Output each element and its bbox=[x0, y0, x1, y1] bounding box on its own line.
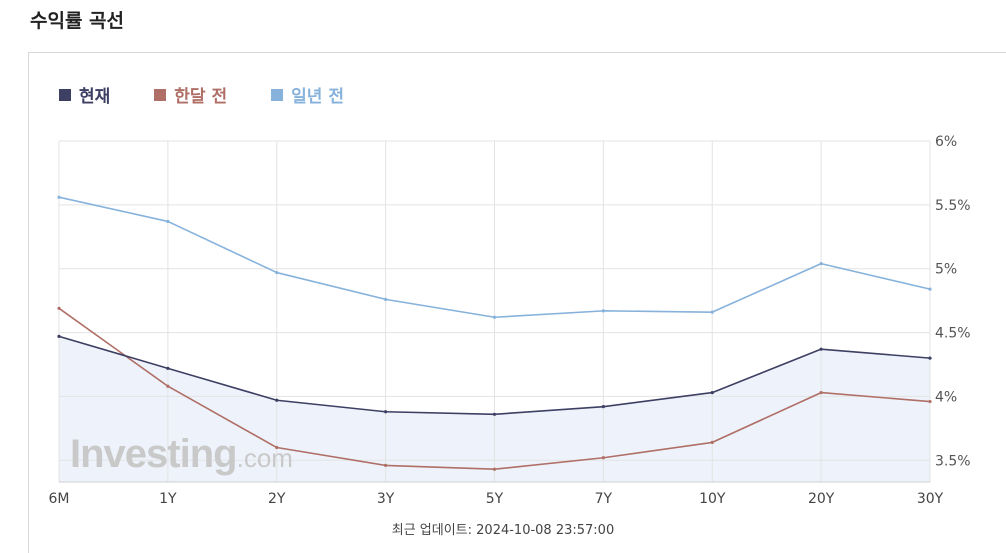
x-tick-label: 1Y bbox=[159, 491, 177, 507]
legend-label-month-ago: 한달 전 bbox=[174, 87, 228, 107]
data-point-year-ago bbox=[384, 297, 388, 301]
data-point-year-ago bbox=[275, 270, 279, 275]
data-point-month-ago bbox=[819, 390, 823, 395]
last-updated-text: 최근 업데이트: 2024-10-08 23:57:00 bbox=[391, 523, 615, 538]
data-point-month-ago bbox=[57, 306, 61, 310]
data-point-month-ago bbox=[710, 440, 714, 445]
y-tick-label: 4% bbox=[935, 389, 957, 405]
page-title: 수익률 곡선 bbox=[30, 10, 125, 32]
x-tick-label: 10Y bbox=[699, 491, 726, 507]
x-tick-label: 30Y bbox=[917, 491, 944, 507]
watermark-domain: .com bbox=[236, 443, 293, 473]
legend-item-current[interactable]: 현재 bbox=[59, 82, 110, 107]
data-point-month-ago bbox=[384, 463, 388, 467]
y-tick-label: 3.5% bbox=[935, 453, 971, 469]
x-tick-label: 20Y bbox=[808, 491, 835, 507]
data-point-year-ago bbox=[601, 309, 605, 313]
legend-item-year-ago[interactable]: 일년 전 bbox=[271, 82, 344, 107]
legend-label-current: 현재 bbox=[79, 87, 111, 107]
data-point-current bbox=[384, 410, 388, 414]
legend-label-year-ago: 일년 전 bbox=[291, 87, 344, 107]
data-point-current bbox=[819, 347, 823, 351]
data-point-year-ago bbox=[57, 195, 61, 199]
x-tick-label: 7Y bbox=[595, 491, 613, 507]
y-tick-label: 5.5% bbox=[935, 198, 971, 214]
x-tick-label: 2Y bbox=[268, 491, 286, 507]
x-tick-label: 6M bbox=[49, 491, 70, 507]
watermark-brand: Investing bbox=[70, 432, 238, 476]
legend-swatch-current bbox=[59, 88, 71, 101]
data-point-year-ago bbox=[492, 315, 497, 319]
data-point-current bbox=[710, 390, 714, 395]
y-tick-label: 6% bbox=[935, 134, 957, 150]
data-point-month-ago bbox=[928, 399, 932, 404]
investing-watermark-logo: Investing.com bbox=[70, 432, 293, 477]
data-point-current bbox=[57, 334, 61, 339]
data-point-current bbox=[928, 356, 932, 360]
data-point-year-ago bbox=[928, 287, 932, 291]
legend-item-month-ago[interactable]: 한달 전 bbox=[154, 82, 227, 107]
legend-swatch-month-ago bbox=[154, 88, 167, 101]
data-point-current bbox=[166, 366, 170, 370]
data-point-year-ago bbox=[819, 262, 823, 266]
y-tick-label: 5% bbox=[935, 262, 957, 278]
data-point-current bbox=[601, 405, 605, 409]
data-point-month-ago bbox=[275, 445, 279, 450]
legend-swatch-year-ago bbox=[271, 88, 284, 101]
data-point-year-ago bbox=[166, 219, 170, 224]
x-tick-label: 3Y bbox=[377, 491, 395, 507]
y-tick-label: 4.5% bbox=[935, 326, 971, 342]
data-point-current bbox=[492, 412, 497, 416]
data-point-month-ago bbox=[492, 467, 497, 471]
data-point-month-ago bbox=[166, 384, 170, 388]
data-point-current bbox=[275, 398, 279, 402]
data-point-year-ago bbox=[710, 310, 714, 314]
chart-legend: 현재 한달 전 일년 전 bbox=[59, 82, 344, 107]
x-tick-label: 5Y bbox=[486, 491, 504, 507]
chart-panel bbox=[28, 52, 1006, 553]
data-point-month-ago bbox=[601, 456, 605, 460]
